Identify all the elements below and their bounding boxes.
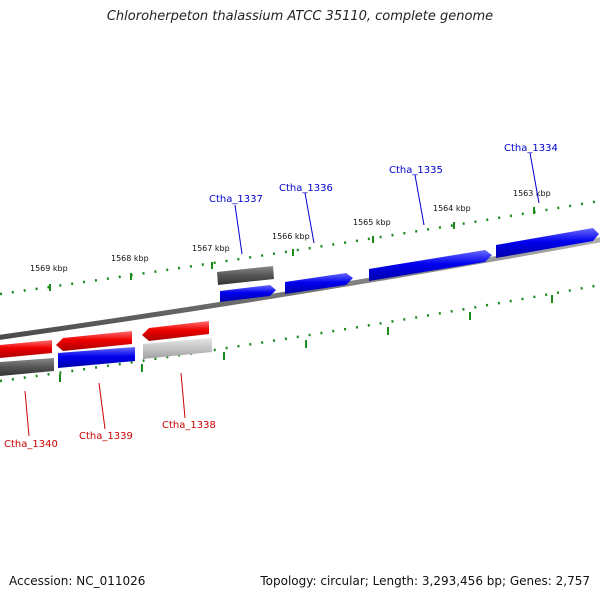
gene-label-ctha-1337[interactable]: Ctha_1337 bbox=[209, 194, 263, 205]
other-feature-forward[interactable] bbox=[217, 266, 274, 285]
gene-arrow-ctha-1337[interactable] bbox=[220, 285, 276, 302]
gene-arrow-ctha-1338[interactable] bbox=[142, 321, 209, 341]
gene-label-ctha-1340[interactable]: Ctha_1340 bbox=[4, 439, 58, 450]
scale-label: 1568 kbp bbox=[111, 254, 149, 263]
gene-arrow-ctha-1334[interactable] bbox=[496, 228, 599, 258]
gene-arrow-ctha-1335[interactable] bbox=[369, 250, 492, 281]
scale-label: 1566 kbp bbox=[272, 232, 310, 241]
scale-label: 1563 kbp bbox=[513, 189, 551, 198]
outer-tick-track bbox=[0, 199, 600, 296]
gene-label-ctha-1336[interactable]: Ctha_1336 bbox=[279, 183, 333, 194]
other-feature-reverse-3[interactable] bbox=[143, 338, 212, 359]
reverse-genes bbox=[0, 321, 212, 376]
gene-arrow-ctha-1340[interactable] bbox=[0, 340, 52, 358]
inner-tick-track bbox=[0, 283, 600, 383]
outer-major-ticks bbox=[49, 207, 535, 291]
other-feature-reverse-2[interactable] bbox=[58, 347, 135, 368]
gene-label-ctha-1334[interactable]: Ctha_1334 bbox=[504, 143, 558, 154]
scale-label: 1565 kbp bbox=[353, 218, 391, 227]
scale-label: 1569 kbp bbox=[30, 264, 68, 273]
scale-labels: 1569 kbp 1568 kbp 1567 kbp 1566 kbp 1565… bbox=[30, 189, 551, 273]
label-leaders bbox=[24, 152, 540, 437]
other-feature-reverse-1[interactable] bbox=[0, 358, 54, 376]
gene-labels: Ctha_1334 Ctha_1335 Ctha_1336 Ctha_1337 … bbox=[4, 143, 558, 450]
genome-summary: Topology: circular; Length: 3,293,456 bp… bbox=[260, 574, 590, 588]
gene-label-ctha-1338[interactable]: Ctha_1338 bbox=[162, 420, 216, 431]
gene-arrow-ctha-1336[interactable] bbox=[285, 273, 353, 294]
scale-label: 1564 kbp bbox=[433, 204, 471, 213]
accession-text: Accession: NC_011026 bbox=[9, 574, 146, 588]
scale-label: 1567 kbp bbox=[192, 244, 230, 253]
inner-major-ticks bbox=[59, 295, 553, 382]
gene-label-ctha-1339[interactable]: Ctha_1339 bbox=[79, 431, 133, 442]
forward-genes bbox=[217, 228, 599, 302]
gene-arrow-ctha-1339[interactable] bbox=[56, 331, 132, 351]
gene-label-ctha-1335[interactable]: Ctha_1335 bbox=[389, 165, 443, 176]
map-title: Chloroherpeton thalassium ATCC 35110, co… bbox=[106, 9, 494, 24]
